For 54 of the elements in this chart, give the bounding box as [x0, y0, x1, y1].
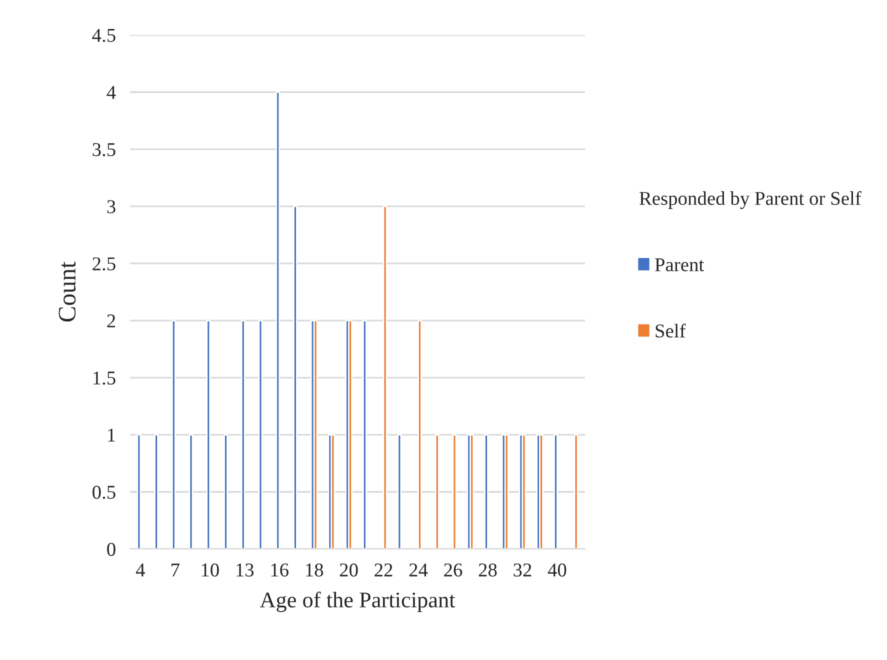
bar — [258, 320, 263, 549]
y-tick-label: 2.5 — [92, 257, 116, 270]
bar — [224, 434, 228, 549]
x-tick-label: 10 — [202, 563, 219, 577]
bar — [313, 320, 318, 549]
bar — [362, 320, 367, 549]
bar — [418, 320, 422, 549]
bar — [330, 434, 336, 549]
legend-label: Self — [656, 324, 686, 338]
bar — [470, 434, 474, 549]
x-axis-title: Age of the Participant — [260, 592, 456, 612]
x-tick-label: 13 — [236, 564, 254, 577]
bar — [382, 206, 388, 549]
x-tick-label: 4 — [136, 564, 145, 576]
bar — [240, 320, 246, 549]
x-tick-label: 7 — [172, 564, 180, 576]
x-tick-label: 28 — [478, 563, 497, 577]
bar — [188, 434, 194, 549]
bar — [554, 434, 558, 549]
bar — [434, 434, 440, 549]
y-tick-label: 1 — [108, 428, 115, 442]
x-tick-label: 16 — [271, 564, 288, 577]
bar — [276, 91, 280, 549]
bar — [504, 434, 509, 549]
x-tick-label: 18 — [306, 563, 324, 577]
bar — [397, 434, 402, 549]
y-tick-label: 1.5 — [94, 372, 116, 385]
y-tick-label: 4.5 — [92, 28, 116, 42]
y-tick-label: 0.5 — [92, 486, 116, 499]
bar — [539, 434, 544, 549]
x-tick-label: 24 — [409, 564, 428, 576]
y-axis-title: Count — [58, 262, 76, 322]
legend-label: Parent — [655, 258, 704, 272]
x-tick-label: 20 — [340, 563, 358, 577]
x-tick-label: 40 — [548, 563, 566, 577]
bar — [522, 434, 526, 549]
x-tick-label: 32 — [514, 564, 532, 577]
x-tick-label: 26 — [444, 564, 462, 577]
y-tick-label: 3.5 — [92, 143, 116, 156]
bar — [172, 320, 176, 549]
bar — [452, 434, 457, 549]
y-tick-label: 4 — [106, 86, 116, 99]
bar — [154, 434, 158, 549]
bar — [574, 434, 578, 549]
bar — [484, 434, 488, 549]
bar — [348, 320, 352, 549]
y-tick-label: 2 — [107, 314, 116, 328]
bar — [206, 320, 211, 549]
y-tick-label: 0 — [107, 542, 116, 556]
x-tick-label: 22 — [374, 564, 392, 576]
bar — [293, 206, 298, 549]
bar — [136, 434, 142, 549]
legend-title: Responded by Parent or Self — [639, 191, 862, 209]
y-tick-label: 3 — [107, 200, 116, 214]
